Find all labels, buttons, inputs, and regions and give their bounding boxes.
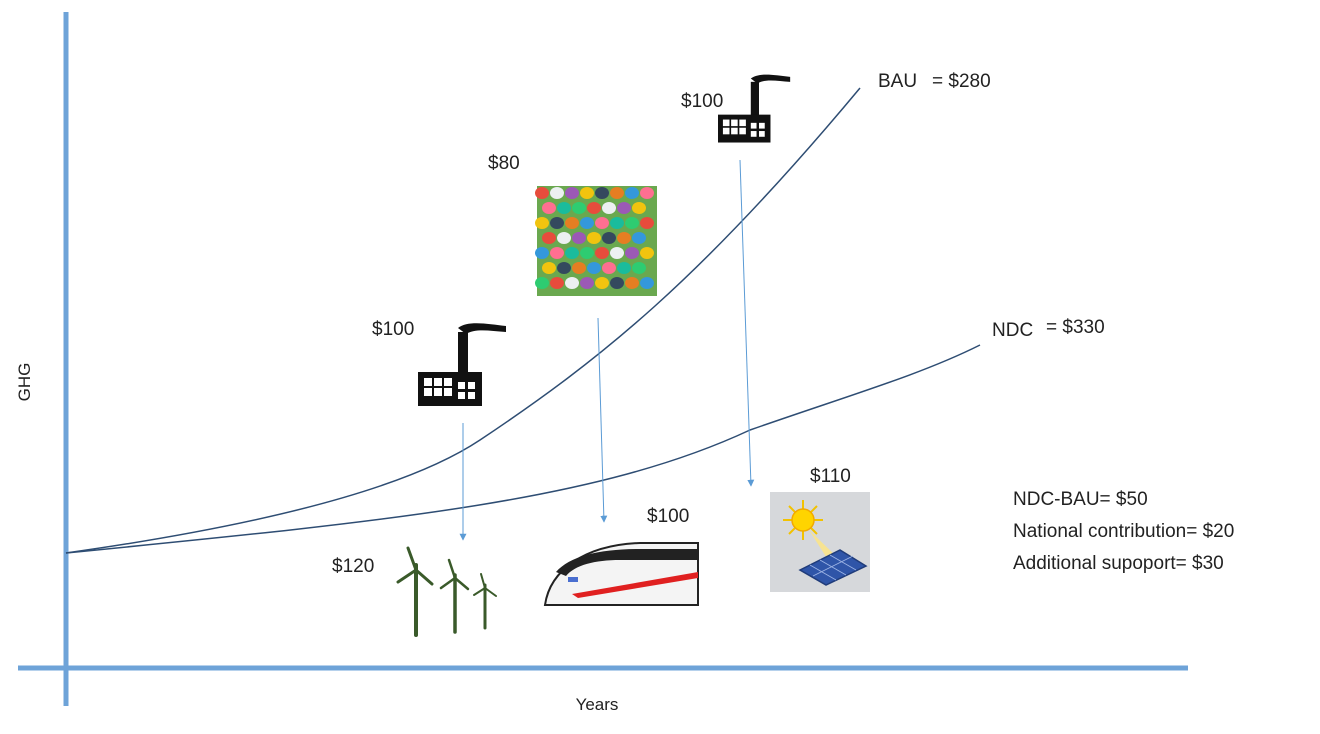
car-shape (550, 187, 564, 199)
solar-panel-icon (770, 492, 870, 592)
axes: GHG Years (15, 12, 1188, 714)
source-factory-2: $100 (681, 74, 791, 143)
car-shape (535, 217, 549, 229)
car-shape (535, 187, 549, 199)
source-factory-2-cost: $100 (681, 91, 723, 112)
car-shape (632, 262, 646, 274)
car-shape (550, 277, 564, 289)
car-shape (595, 187, 609, 199)
car-shape (557, 262, 571, 274)
car-shape (572, 232, 586, 244)
alternative-train-cost: $100 (647, 506, 689, 527)
car-shape (557, 202, 571, 214)
car-shape (617, 202, 631, 214)
alternative-train: $100 (543, 506, 699, 606)
wind-turbine-icon (396, 546, 497, 637)
car-shape (565, 277, 579, 289)
car-shape (565, 217, 579, 229)
car-shape (610, 277, 624, 289)
x-axis-label: Years (576, 695, 619, 714)
car-shape (535, 277, 549, 289)
car-shape (542, 232, 556, 244)
car-shape (542, 202, 556, 214)
ndc-curve-label: NDC (992, 320, 1033, 341)
car-shape (557, 232, 571, 244)
car-shape (580, 277, 594, 289)
arrow-factory-2-to-solar (739, 159, 755, 487)
car-shape (580, 187, 594, 199)
car-shape (640, 217, 654, 229)
car-shape (625, 187, 639, 199)
car-shape (625, 217, 639, 229)
car-shape (550, 247, 564, 259)
car-shape (580, 217, 594, 229)
car-shape (602, 202, 616, 214)
car-shape (625, 247, 639, 259)
car-shape (542, 262, 556, 274)
factory-icon (718, 74, 791, 143)
car-shape (572, 202, 586, 214)
source-factory-1: $100 (372, 319, 506, 406)
y-axis-label: GHG (15, 363, 34, 402)
car-shape (572, 262, 586, 274)
alternative-wind: $120 (332, 546, 497, 637)
car-shape (595, 277, 609, 289)
car-shape (610, 217, 624, 229)
curves: BAU = $280 NDC = $330 (65, 71, 1105, 554)
car-shape (617, 262, 631, 274)
car-shape (640, 277, 654, 289)
bau-curve-value: = $280 (932, 71, 991, 92)
car-shape (580, 247, 594, 259)
summary-line-2: National contribution= $20 (1013, 521, 1234, 542)
high-speed-train-icon (543, 542, 699, 606)
car-shape (565, 187, 579, 199)
car-shape (595, 247, 609, 259)
car-shape (602, 262, 616, 274)
car-shape (640, 247, 654, 259)
car-shape (595, 217, 609, 229)
factory-icon (418, 323, 506, 406)
source-cars-cost: $80 (488, 153, 520, 174)
summary-line-1: NDC-BAU= $50 (1013, 489, 1148, 510)
source-cars: $80 (488, 153, 657, 296)
summary-notes: NDC-BAU= $50 National contribution= $20 … (1013, 489, 1234, 574)
car-shape (535, 247, 549, 259)
car-shape (587, 202, 601, 214)
car-shape (550, 217, 564, 229)
car-shape (587, 232, 601, 244)
car-shape (617, 232, 631, 244)
car-shape (602, 232, 616, 244)
car-shape (587, 262, 601, 274)
alternative-solar: $110 (770, 466, 870, 592)
ndc-curve-value: = $330 (1046, 317, 1105, 338)
bau-curve (65, 87, 861, 554)
car-shape (625, 277, 639, 289)
car-shape (610, 247, 624, 259)
source-factory-1-cost: $100 (372, 319, 414, 340)
transition-arrows (459, 159, 755, 541)
car-shape (610, 187, 624, 199)
ndc-curve (65, 344, 981, 554)
alternative-solar-cost: $110 (810, 466, 851, 487)
arrow-cars-to-train (597, 317, 608, 523)
car-shape (632, 232, 646, 244)
summary-line-3: Additional supoport= $30 (1013, 553, 1224, 574)
car-shape (632, 202, 646, 214)
bau-curve-label: BAU (878, 71, 917, 92)
cars-crowd-icon (535, 186, 657, 296)
car-shape (640, 187, 654, 199)
alternative-wind-cost: $120 (332, 556, 374, 577)
car-shape (565, 247, 579, 259)
